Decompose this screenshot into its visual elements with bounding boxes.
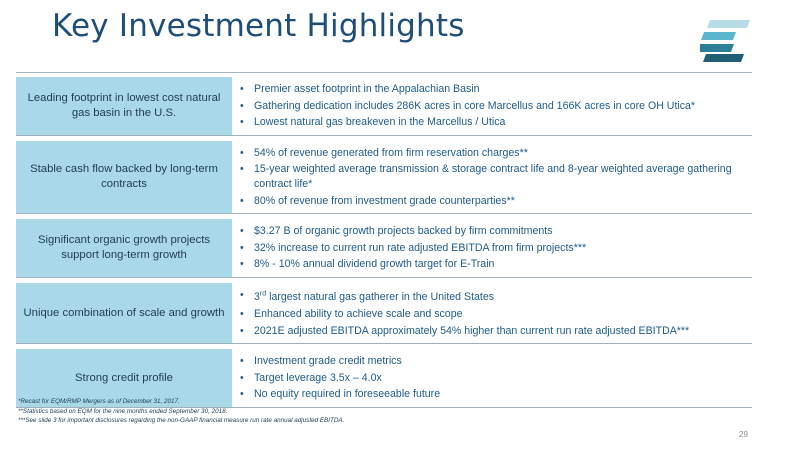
bullet-item: • Premier asset footprint in the Appalach… [240,83,480,95]
highlight-label: Significant organic growth projects supp… [16,219,232,277]
bullet-list: • Investment grade credit metrics • Target… [232,349,752,407]
bullet-list: • 3rd largest natural gas gatherer in the… [232,283,752,343]
footnote: *Recast for EQM/RMP Mergers as of Decemb… [18,398,180,405]
footnote: **Statistics based on EQM for the nine m… [18,407,228,415]
highlight-label: Leading footprint in lowest cost natural… [16,77,232,135]
footnote: ***See slide 3 for important disclosures… [18,417,345,424]
bullet-item: • $3.27 B of organic growth projects back… [240,225,553,238]
highlights-table: Leading footprint in lowest cost natural… [16,77,752,413]
title-divider [16,72,752,73]
highlight-row: Unique combination of scale and growth •… [16,282,752,345]
bullet-item: • 2021E adjusted EBITDA approximately 54%… [240,324,690,337]
bullet-item: • 54% of revenue generated from firm rese… [240,146,528,159]
bullet-item: • 32% increase to current run rate adjust… [240,241,587,254]
highlight-row: Stable cash flow backed by long-term con… [16,140,752,215]
bullet-item: • No equity required in foreseeable futur… [240,388,441,401]
highlight-row: Strong credit profile • Investment grade … [16,349,752,409]
bullet-list: • Premier asset footprint in the Appalach… [232,77,752,135]
page-number: 29 [739,430,748,439]
bullet-item: • 3rd largest natural gas gatherer in the… [240,288,495,304]
bullet-item: • Enhanced ability to achieve scale and s… [240,308,463,321]
bullet-item: • Gathering dedication includes 286K acre… [240,99,696,112]
bullet-item: • 80% of revenue from investment grade co… [240,194,515,207]
bullet-list: • $3.27 B of organic growth projects back… [232,219,752,277]
bullet-list: • 54% of revenue generated from firm rese… [232,141,752,213]
footnotes: *Recast for EQM/RMP Mergers as of Decemb… [18,397,344,426]
highlight-label: Strong credit profile [16,349,232,408]
company-logo [700,20,750,62]
highlight-row: Leading footprint in lowest cost natural… [16,77,752,136]
bullet-item: • Target leverage 3.5x – 4.0x [240,371,382,384]
bullet-item: • 8% - 10% annual dividend growth target … [240,258,495,271]
bullet-item: • Lowest natural gas breakeven in the Mar… [240,116,506,129]
bullet-item: • 15-year weighted average transmission &… [240,163,732,190]
highlight-row: Significant organic growth projects supp… [16,219,752,278]
slide-title: Key Investment Highlights [52,8,465,44]
bullet-item: • Investment grade credit metrics [240,355,402,368]
highlight-label: Stable cash flow backed by long-term con… [16,140,232,214]
highlight-label: Unique combination of scale and growth [16,282,232,344]
